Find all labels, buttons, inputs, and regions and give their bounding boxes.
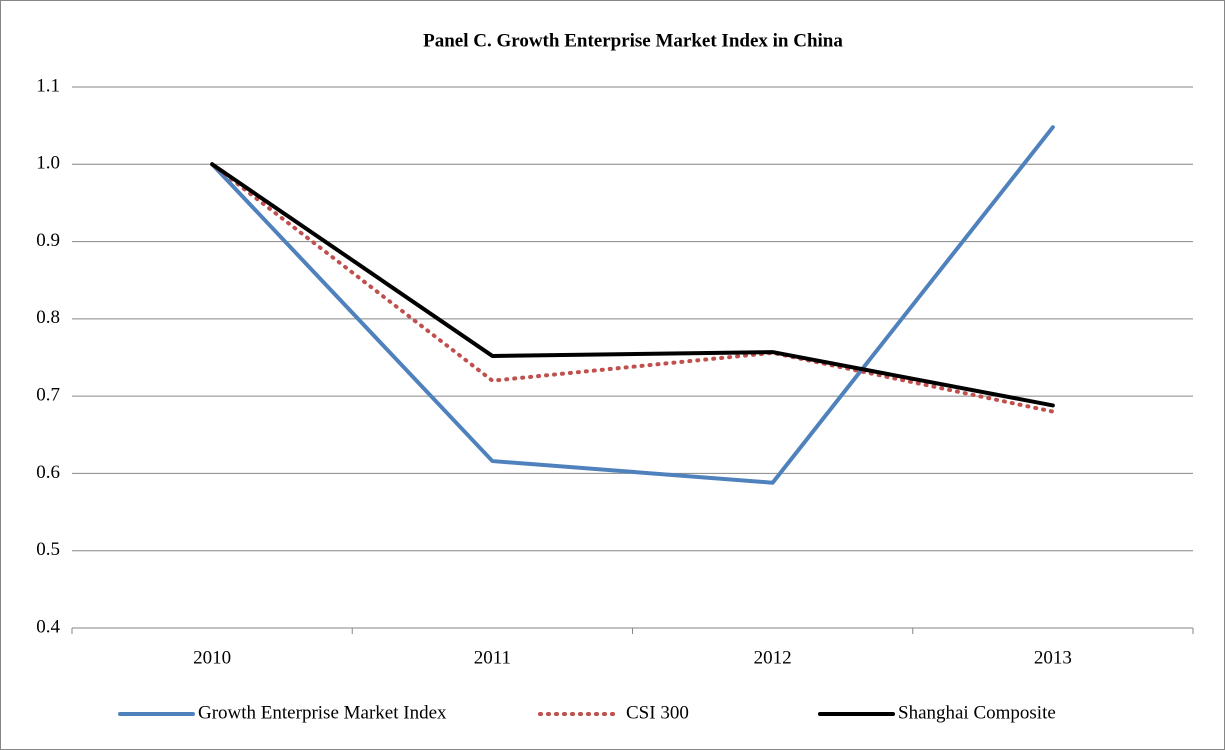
y-tick-label: 0.9 xyxy=(36,230,60,251)
x-tick-label: 2013 xyxy=(1034,647,1072,668)
y-tick-label: 1.1 xyxy=(36,75,60,96)
y-tick-label: 0.7 xyxy=(36,385,60,406)
series-line xyxy=(210,162,1055,408)
series-line xyxy=(210,162,1055,414)
chart-title: Panel C. Growth Enterprise Market Index … xyxy=(423,30,843,51)
y-tick-label: 0.5 xyxy=(36,539,60,560)
y-tick-label: 1.0 xyxy=(36,153,60,174)
series-line xyxy=(210,125,1055,485)
y-tick-label: 0.4 xyxy=(36,616,60,637)
x-tick-label: 2011 xyxy=(474,647,511,668)
x-tick-label: 2012 xyxy=(754,647,792,668)
x-tick-label: 2010 xyxy=(193,647,231,668)
y-tick-label: 0.8 xyxy=(36,307,60,328)
legend-label: Growth Enterprise Market Index xyxy=(198,702,447,723)
legend-label: Shanghai Composite xyxy=(898,702,1056,723)
legend-label: CSI 300 xyxy=(626,702,689,723)
y-tick-label: 0.6 xyxy=(36,462,60,483)
